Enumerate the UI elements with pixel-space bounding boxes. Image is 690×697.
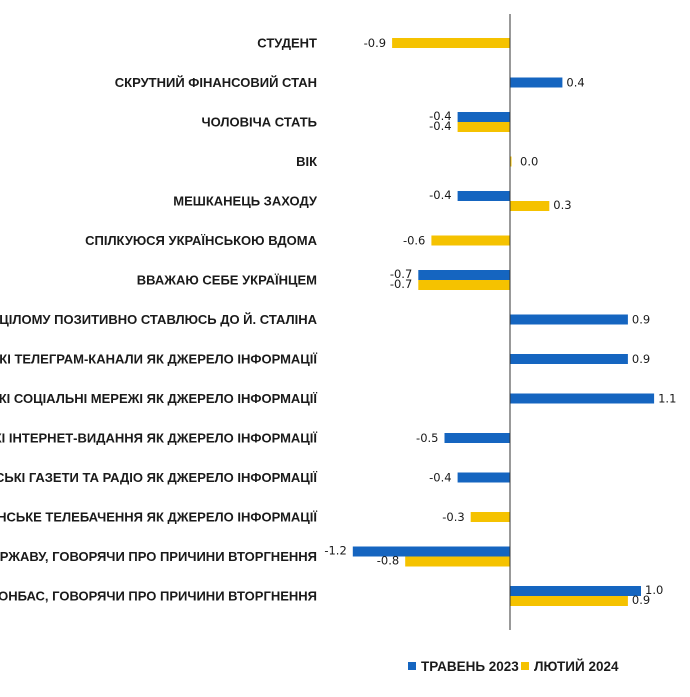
value-label-series-2: -0.6 — [403, 234, 425, 248]
value-label-series-1: -1.2 — [324, 544, 346, 558]
value-label-series-1: 1.1 — [658, 392, 676, 406]
value-label-series-1: 0.9 — [632, 352, 650, 366]
bar-series-1 — [457, 191, 510, 201]
legend: ТРАВЕНЬ 2023 ЛЮТИЙ 2024 — [408, 659, 619, 674]
category-label: ЗГАДАВ ДЕРЖАВУ, ГОВОРЯЧИ ПРО ПРИЧИНИ ВТО… — [0, 549, 317, 564]
bar-series-1 — [444, 433, 510, 443]
bar-series-2 — [418, 280, 510, 290]
bar-series-1 — [510, 586, 641, 596]
bar-series-2 — [510, 596, 628, 606]
bar-series-1 — [510, 314, 628, 325]
bar-series-1 — [510, 393, 655, 404]
category-label: ЧОЛОВІЧА СТАТЬ — [201, 115, 317, 130]
bars-layer — [352, 38, 655, 606]
legend-swatch-liutyi-2024 — [521, 662, 529, 670]
value-label-series-2: -0.9 — [364, 36, 386, 50]
value-label-series-2: -0.3 — [442, 510, 464, 524]
value-label-series-2: -0.4 — [429, 119, 451, 133]
bar-series-1 — [510, 77, 563, 88]
category-label: МЕШКАНЕЦЬ ЗАХОДУ — [173, 194, 318, 209]
legend-swatch-travень-2023 — [408, 662, 416, 670]
value-label-series-1: -0.7 — [390, 267, 412, 281]
category-label: ВІК — [296, 154, 317, 169]
value-label-series-2: -0.8 — [377, 554, 399, 568]
category-label: СПІЛКУЮСЯ УКРАЇНСЬКОЮ ВДОМА — [85, 233, 318, 248]
bar-series-2 — [392, 38, 510, 48]
category-label: УКРАЇНСЬКІ ІНТЕРНЕТ-ВИДАННЯ ЯК ДЖЕРЕЛО І… — [0, 431, 317, 446]
value-label-series-2: -0.7 — [390, 277, 412, 291]
value-labels: -0.90.4-0.4-0.40.0-0.40.3-0.6-0.7-0.70.9… — [324, 36, 676, 607]
value-label-series-1: 0.9 — [632, 313, 650, 327]
category-label: СКРУТНИЙ ФІНАНСОВИЙ СТАН — [115, 75, 317, 90]
value-label-series-2: 0.3 — [553, 198, 571, 212]
bar-series-1 — [352, 546, 510, 557]
legend-label-travень-2023: ТРАВЕНЬ 2023 — [421, 659, 519, 674]
category-label: ЗГАДАВ ДОНБАС, ГОВОРЯЧИ ПРО ПРИЧИНИ ВТОР… — [0, 589, 317, 604]
value-label-series-1: 0.4 — [566, 76, 584, 90]
bar-series-1 — [510, 354, 628, 364]
category-label: ВВАЖАЮ СЕБЕ УКРАЇНЦЕМ — [137, 273, 317, 288]
bar-series-1 — [418, 270, 510, 280]
category-label: В ЦІЛОМУ ПОЗИТИВНО СТАВЛЮСЬ ДО Й. СТАЛІН… — [0, 312, 318, 327]
value-label-series-1: -0.5 — [416, 431, 438, 445]
value-label-series-1: -0.4 — [429, 188, 451, 202]
bar-series-2 — [510, 156, 512, 167]
value-label-series-1: -0.4 — [429, 109, 451, 123]
bar-series-2 — [510, 201, 550, 211]
category-label: СТУДЕНТ — [257, 36, 317, 51]
category-label: РОСІЙСЬКІ СОЦІАЛЬНІ МЕРЕЖІ ЯК ДЖЕРЕЛО ІН… — [0, 391, 317, 406]
category-label: УКРАЇНСЬКІ ГАЗЕТИ ТА РАДІО ЯК ДЖЕРЕЛО ІН… — [0, 470, 317, 485]
bar-series-2 — [457, 122, 510, 132]
value-label-series-2: 0.0 — [520, 155, 538, 169]
bar-series-2 — [470, 512, 510, 522]
value-label-series-2: 0.9 — [632, 593, 650, 607]
bar-series-2 — [405, 556, 510, 567]
legend-label-liutyi-2024: ЛЮТИЙ 2024 — [534, 659, 619, 674]
value-label-series-1: 1.0 — [645, 583, 663, 597]
category-label: РОСІЙСЬКІ ТЕЛЕГРАМ-КАНАЛИ ЯК ДЖЕРЕЛО ІНФ… — [0, 352, 317, 367]
bar-series-1 — [457, 112, 510, 122]
value-label-series-1: -0.4 — [429, 471, 451, 485]
category-labels: СТУДЕНТ СКРУТНИЙ ФІНАНСОВИЙ СТАН ЧОЛОВІЧА … — [0, 36, 318, 604]
category-label: УКРАЇНСЬКЕ ТЕЛЕБАЧЕННЯ ЯК ДЖЕРЕЛО ІНФОРМ… — [0, 510, 317, 525]
bar-series-2 — [431, 235, 510, 246]
bar-series-1 — [457, 472, 510, 483]
